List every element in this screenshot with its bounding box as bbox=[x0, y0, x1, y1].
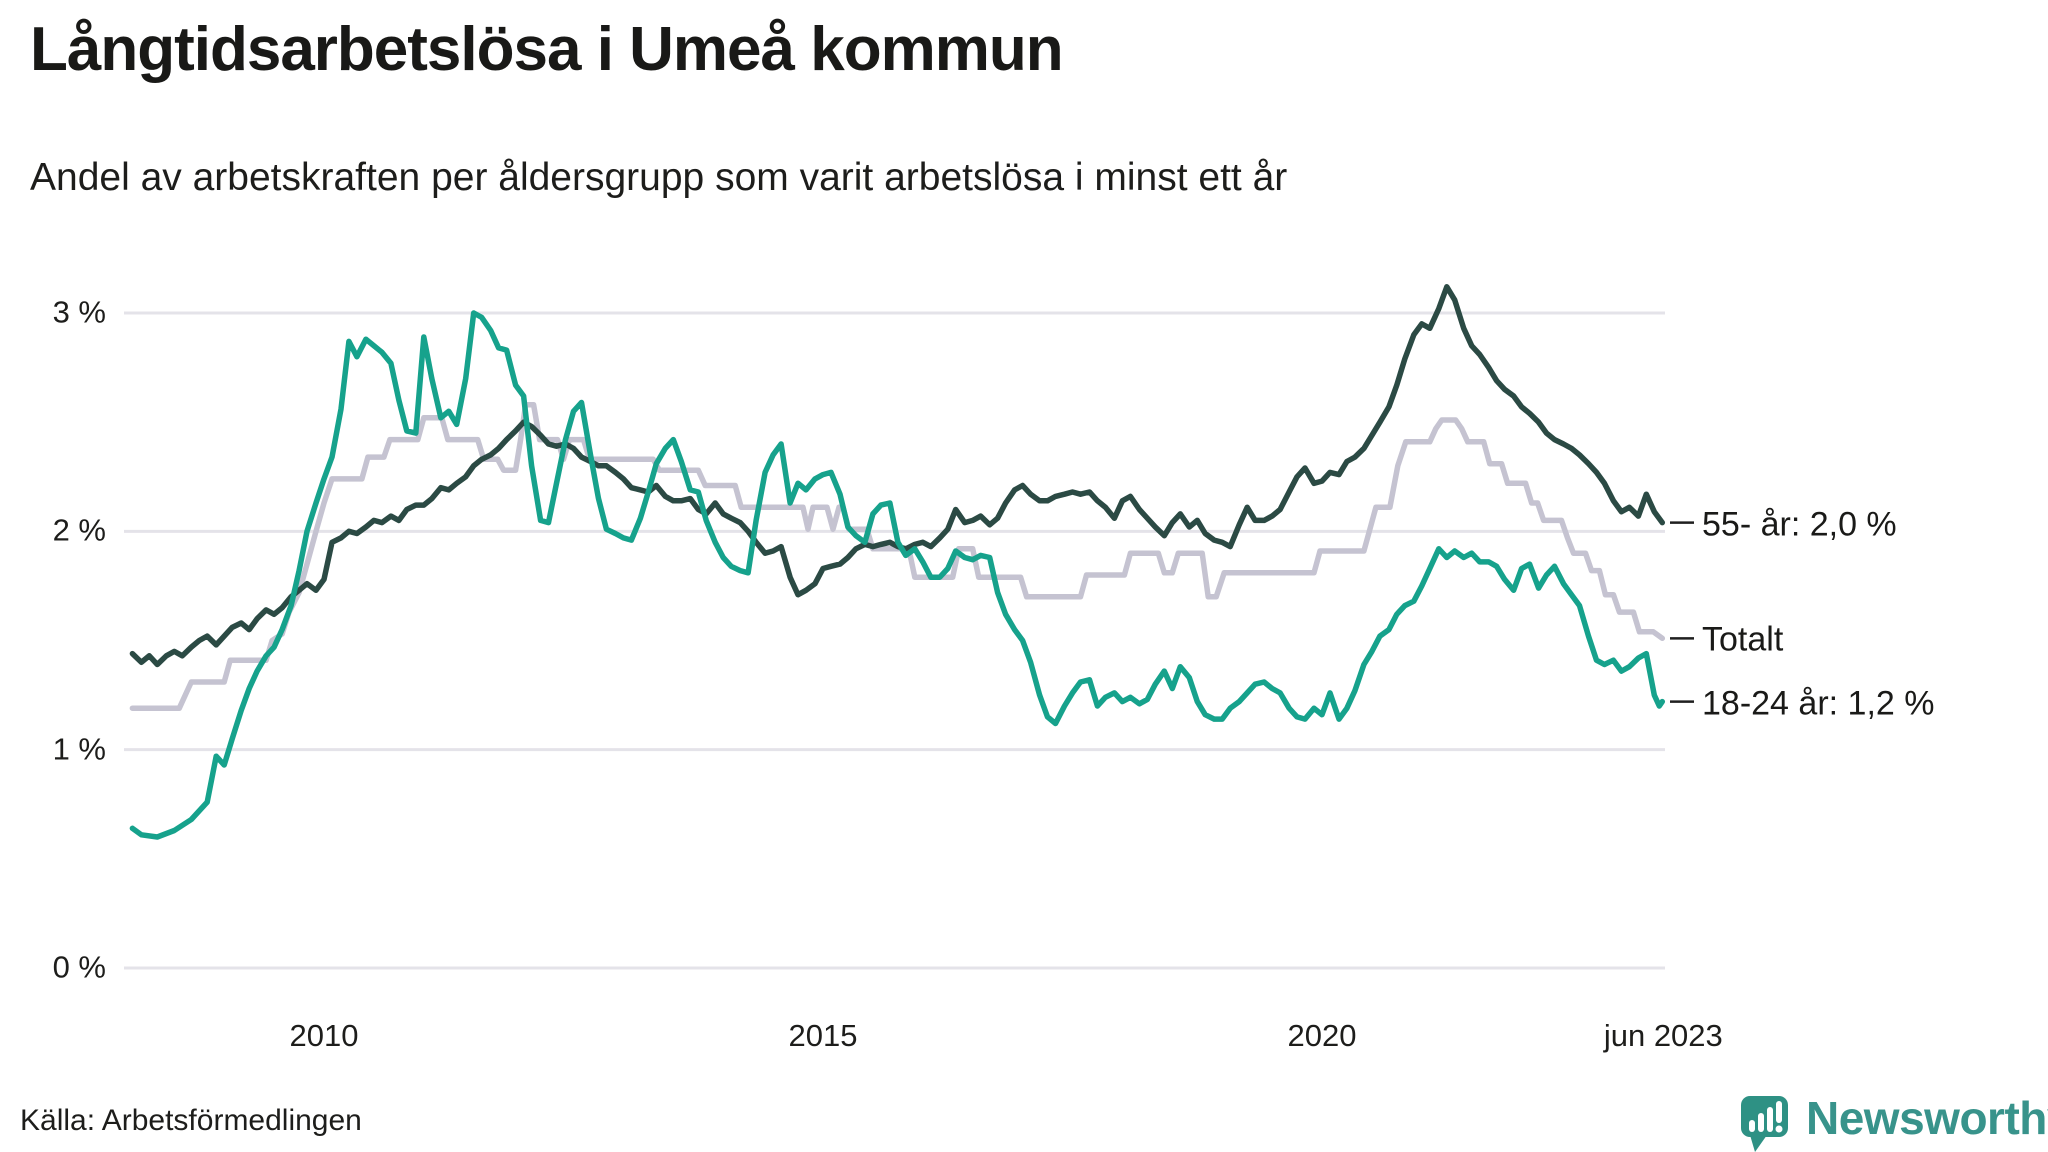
newsworthy-logo-text: Newsworthy bbox=[1806, 1092, 2048, 1144]
newsworthy-logo-icon bbox=[1741, 1096, 1788, 1152]
x-axis-label-jun-2023: jun 2023 bbox=[1603, 1018, 1723, 1053]
series-line-18-24 år bbox=[129, 310, 1666, 840]
source-note: Källa: Arbetsförmedlingen bbox=[20, 1104, 362, 1137]
gridlines bbox=[124, 311, 1665, 970]
y-axis-label-2: 2 % bbox=[52, 512, 106, 548]
series-end-label-totalt: Totalt bbox=[1702, 620, 1784, 659]
y-axis-label-0: 0 % bbox=[52, 949, 106, 985]
x-axis-label-2020: 2020 bbox=[1287, 1018, 1357, 1053]
series-lines bbox=[129, 284, 1666, 840]
x-axis-label-2010: 2010 bbox=[289, 1018, 359, 1053]
page-title: Långtidsarbetslösa i Umeå kommun bbox=[30, 15, 1064, 84]
y-axis-label-1: 1 % bbox=[52, 730, 106, 766]
page-subtitle: Andel av arbetskraften per åldersgrupp s… bbox=[30, 156, 1288, 199]
series-end-label-18-24: 18-24 år: 1,2 % bbox=[1702, 684, 1935, 723]
series-line-Totalt bbox=[129, 401, 1666, 711]
y-axis-label-3: 3 % bbox=[52, 294, 106, 330]
x-axis-label-2015: 2015 bbox=[788, 1018, 858, 1053]
series-end-label-55: 55- år: 2,0 % bbox=[1702, 505, 1897, 544]
legend-tick-dashes bbox=[1670, 521, 1694, 703]
